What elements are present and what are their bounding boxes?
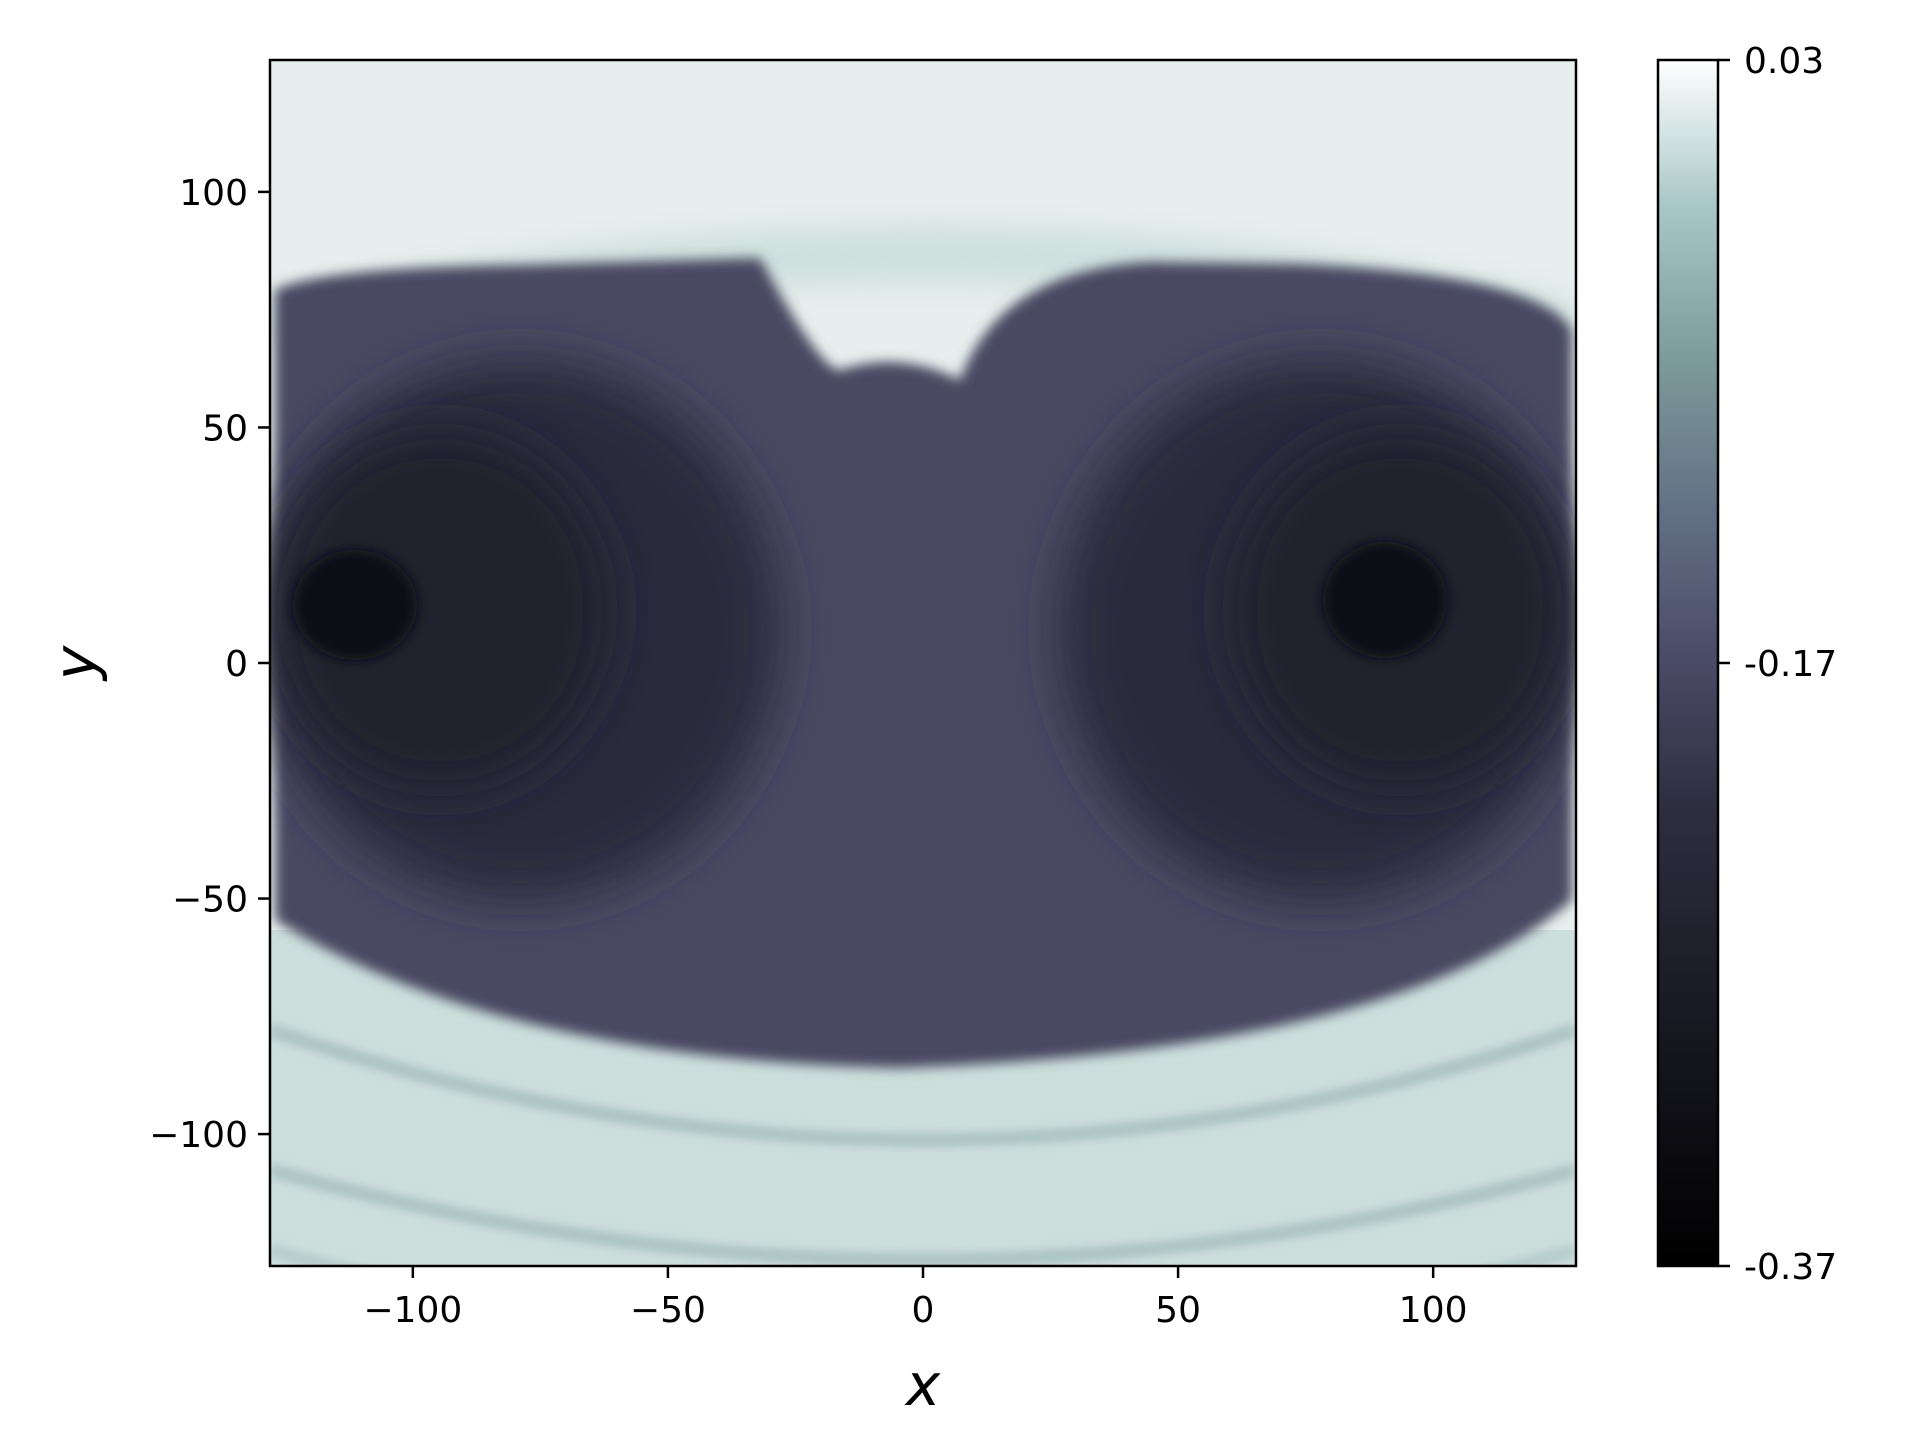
heatmap-field (270, 60, 1576, 1266)
x-tick-label: −50 (630, 1290, 706, 1331)
field-lower-arc-1 (270, 1027, 1576, 1143)
x-axis: −100 −50 0 50 100 (363, 1266, 1468, 1331)
x-tick-label: −100 (363, 1290, 462, 1331)
field-upper-band (270, 225, 1576, 340)
y-tick-label: 50 (202, 408, 248, 449)
colorbar-tick-label: -0.17 (1744, 644, 1837, 685)
x-tick-label: 100 (1399, 1290, 1468, 1331)
colorbar (1656, 58, 1720, 1268)
field-left-hot-spot (293, 550, 417, 660)
field-left-lobe-core (270, 430, 610, 790)
colorbar-tick-label: 0.03 (1744, 41, 1824, 82)
y-tick-label: 100 (179, 173, 248, 214)
y-tick-label: −50 (172, 880, 248, 921)
x-tick-label: 50 (1155, 1290, 1201, 1331)
field-lower-arc-2 (270, 1167, 1576, 1263)
x-axis-label: x (904, 1351, 941, 1419)
y-tick-label: 0 (225, 644, 248, 685)
y-tick-label: −100 (149, 1115, 248, 1156)
x-tick-label: 0 (912, 1290, 935, 1331)
y-axis: 100 50 0 −50 −100 (149, 173, 270, 1156)
y-axis-label: y (41, 645, 109, 682)
colorbar-tick-label: -0.37 (1744, 1247, 1837, 1288)
field-right-hot-spot (1323, 542, 1447, 658)
colorbar-ticks: 0.03 -0.17 -0.37 (1718, 41, 1837, 1288)
